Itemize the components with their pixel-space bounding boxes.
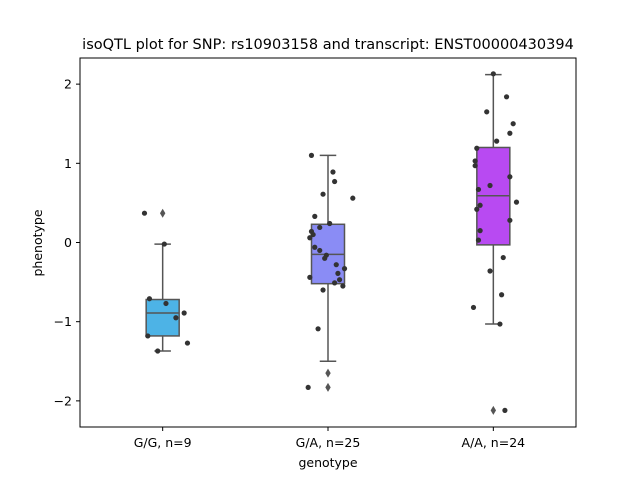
data-point [184,340,191,346]
y-tick-label: 0 [64,235,72,250]
data-point [332,178,338,185]
y-axis-label: phenotype [30,209,45,276]
data-point [472,163,478,169]
data-point [470,304,477,311]
data-point [502,407,508,413]
outlier-marker [490,405,497,415]
data-point [308,152,315,158]
strip-points [141,210,191,354]
data-point [350,195,356,201]
x-tick-label: G/G, n=9 [134,435,192,450]
data-point [320,287,326,293]
data-point [307,235,313,241]
data-point [141,210,148,216]
data-point [173,315,179,321]
strip-points [305,152,356,391]
box-group [476,73,511,415]
y-tick-label: −2 [54,393,72,408]
data-point [322,255,328,261]
data-point [490,71,496,77]
data-point [336,277,343,283]
data-point [320,191,326,197]
data-point [487,182,493,189]
x-tick-label: A/A, n=24 [462,435,526,450]
data-point [474,206,480,212]
outlier-marker [159,208,166,218]
data-point [500,254,506,261]
data-point [497,321,503,327]
data-point [333,262,339,268]
data-point [341,266,348,272]
data-point [472,158,478,164]
x-axis: G/G, n=9 G/A, n=25 A/A, n=24 [134,427,525,450]
data-point [477,228,483,234]
data-point [312,213,318,219]
chart-title: isoQTL plot for SNP: rs10903158 and tran… [82,37,574,53]
data-point [161,241,167,247]
data-point [181,310,187,316]
data-point [327,220,333,227]
data-point [474,145,480,151]
y-tick-label: −1 [54,314,72,329]
data-point [510,121,516,127]
outlier-marker [325,368,331,378]
data-point [145,333,151,339]
data-point [332,280,338,286]
data-point [494,138,500,144]
x-axis-label: genotype [298,455,357,470]
data-point [315,326,321,332]
data-point [513,199,520,205]
y-tick-label: 1 [64,156,72,171]
data-point [507,130,513,136]
data-point [330,169,336,175]
data-point [484,109,490,115]
data-point [155,348,161,354]
y-axis: −2 −1 0 1 2 [54,77,80,408]
data-point [317,247,323,254]
data-point [475,186,482,193]
data-point [146,296,153,302]
data-point [475,237,482,243]
data-point [507,174,513,180]
data-point [340,283,346,289]
data-point [335,270,341,276]
data-point [487,268,493,274]
data-point [312,244,318,250]
box-group [145,208,180,352]
x-tick-label: G/A, n=25 [296,435,361,450]
data-point [163,300,169,307]
outlier-marker [325,382,331,392]
data-point [307,274,313,280]
plot-area [141,71,520,415]
data-point [317,224,323,231]
data-point [305,384,311,391]
data-point [503,94,510,100]
strip-points [470,71,520,413]
data-point [477,202,483,208]
y-tick-label: 2 [64,77,72,92]
data-point [499,292,505,298]
data-point [310,231,316,238]
data-point [507,217,513,223]
